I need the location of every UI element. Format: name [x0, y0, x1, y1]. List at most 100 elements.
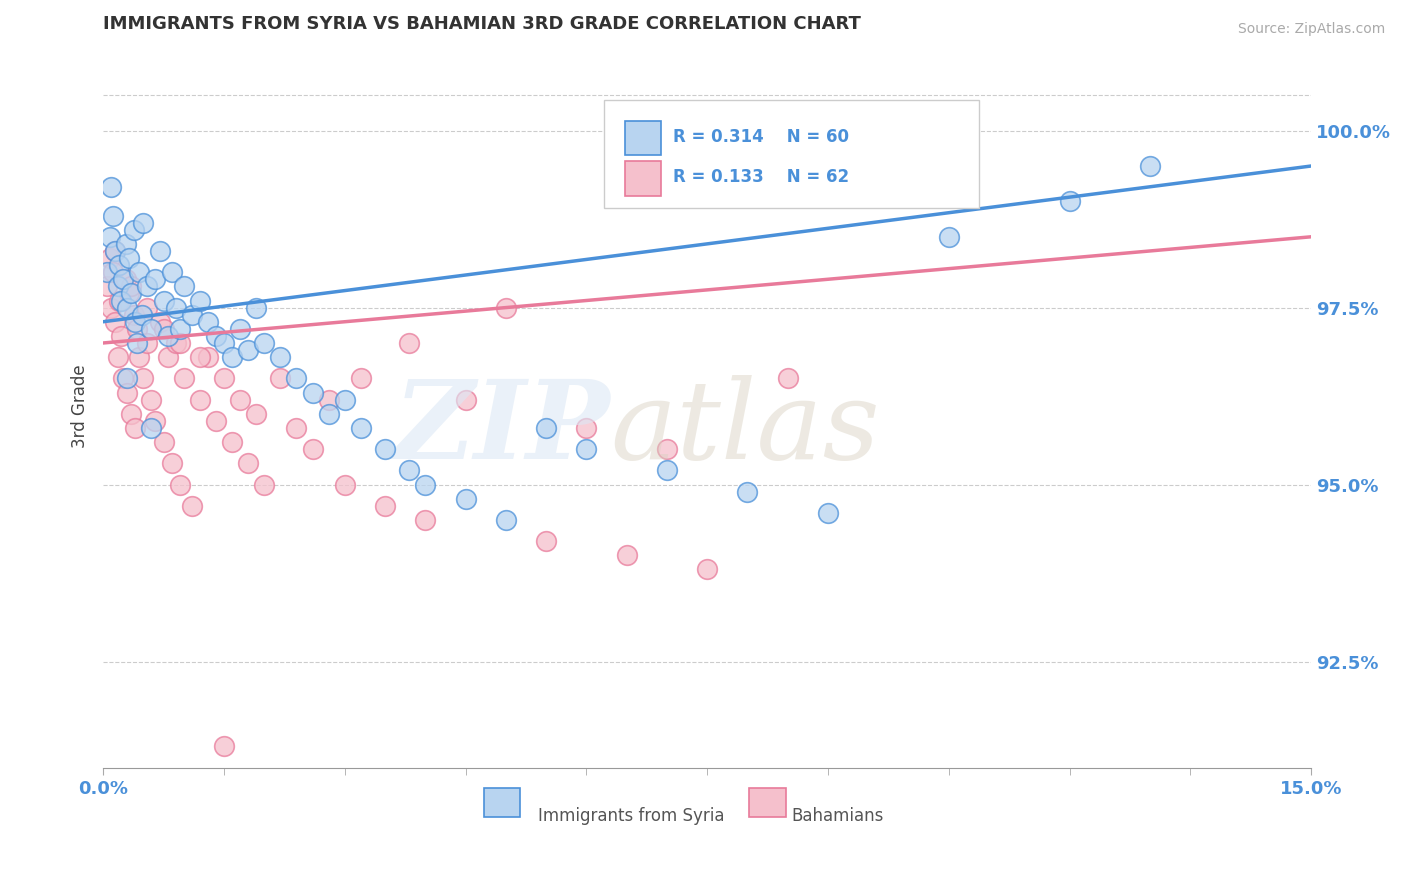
Point — [124, 421, 146, 435]
Point — [398, 336, 420, 351]
Point — [212, 371, 235, 385]
Text: ZIP: ZIP — [394, 375, 610, 482]
Y-axis label: 3rd Grade: 3rd Grade — [72, 365, 89, 449]
Point — [125, 322, 148, 336]
Point — [221, 435, 243, 450]
Point — [101, 209, 124, 223]
Bar — [484, 788, 520, 817]
Point — [107, 279, 129, 293]
Point — [132, 216, 155, 230]
Point — [96, 279, 118, 293]
Point — [173, 371, 195, 385]
Point — [938, 229, 960, 244]
Point — [110, 329, 132, 343]
Point — [160, 265, 183, 279]
Point — [616, 549, 638, 563]
Point — [141, 421, 163, 435]
Text: R = 0.133    N = 62: R = 0.133 N = 62 — [673, 168, 849, 186]
Point — [301, 442, 323, 457]
Point — [152, 322, 174, 336]
Point — [534, 421, 557, 435]
Point — [101, 265, 124, 279]
Point — [413, 477, 436, 491]
Point — [212, 336, 235, 351]
Text: atlas: atlas — [610, 375, 880, 482]
Point — [122, 308, 145, 322]
FancyBboxPatch shape — [605, 100, 979, 208]
Point — [817, 506, 839, 520]
Point — [1139, 159, 1161, 173]
Point — [112, 272, 135, 286]
Point — [118, 286, 141, 301]
Point — [696, 562, 718, 576]
Point — [205, 329, 228, 343]
Point — [655, 442, 678, 457]
Bar — [626, 120, 661, 155]
Point — [125, 336, 148, 351]
Bar — [749, 788, 786, 817]
Point — [120, 279, 142, 293]
Point — [253, 477, 276, 491]
Point — [148, 244, 170, 258]
Point — [229, 322, 252, 336]
Point — [110, 293, 132, 308]
Point — [454, 491, 477, 506]
Point — [285, 421, 308, 435]
Point — [575, 421, 598, 435]
Point — [104, 315, 127, 329]
Point — [122, 223, 145, 237]
Point — [737, 484, 759, 499]
Point — [236, 456, 259, 470]
Text: Immigrants from Syria: Immigrants from Syria — [538, 807, 724, 825]
Point — [655, 463, 678, 477]
Point — [188, 350, 211, 364]
Point — [132, 371, 155, 385]
Point — [120, 286, 142, 301]
Point — [169, 477, 191, 491]
Point — [221, 350, 243, 364]
Point — [117, 371, 139, 385]
Point — [152, 435, 174, 450]
Point — [205, 414, 228, 428]
Point — [374, 499, 396, 513]
Point — [118, 251, 141, 265]
Point — [141, 392, 163, 407]
Text: IMMIGRANTS FROM SYRIA VS BAHAMIAN 3RD GRADE CORRELATION CHART: IMMIGRANTS FROM SYRIA VS BAHAMIAN 3RD GR… — [103, 15, 860, 33]
Point — [180, 308, 202, 322]
Point — [117, 385, 139, 400]
Point — [350, 371, 373, 385]
Point — [104, 244, 127, 258]
Point — [156, 350, 179, 364]
Point — [180, 499, 202, 513]
Point — [96, 265, 118, 279]
Point — [100, 180, 122, 194]
Point — [108, 258, 131, 272]
Point — [165, 301, 187, 315]
Point — [114, 236, 136, 251]
Point — [169, 336, 191, 351]
Point — [398, 463, 420, 477]
Point — [301, 385, 323, 400]
Point — [350, 421, 373, 435]
Bar — [626, 161, 661, 196]
Point — [229, 392, 252, 407]
Point — [120, 407, 142, 421]
Point — [333, 477, 356, 491]
Point — [98, 229, 121, 244]
Point — [136, 279, 159, 293]
Point — [188, 293, 211, 308]
Point — [318, 407, 340, 421]
Point — [269, 371, 291, 385]
Text: R = 0.314    N = 60: R = 0.314 N = 60 — [673, 128, 849, 145]
Point — [374, 442, 396, 457]
Point — [148, 315, 170, 329]
Point — [128, 350, 150, 364]
Point — [1059, 194, 1081, 209]
Point — [131, 308, 153, 322]
Point — [117, 301, 139, 315]
Point — [188, 392, 211, 407]
Point — [333, 392, 356, 407]
Point — [141, 322, 163, 336]
Text: Source: ZipAtlas.com: Source: ZipAtlas.com — [1237, 22, 1385, 37]
Point — [124, 315, 146, 329]
